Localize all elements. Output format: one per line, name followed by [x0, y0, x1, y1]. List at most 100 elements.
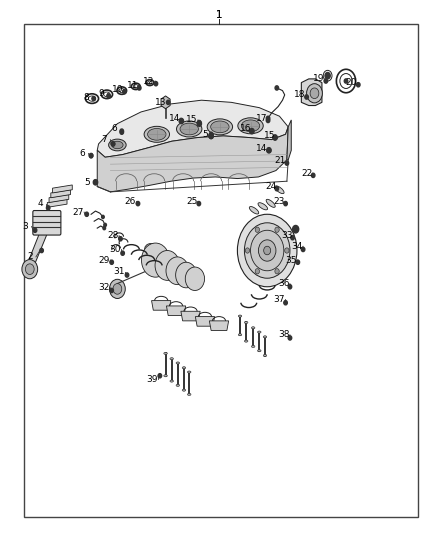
- Text: 29: 29: [99, 256, 110, 264]
- Circle shape: [166, 100, 170, 104]
- Circle shape: [110, 279, 125, 298]
- Circle shape: [25, 264, 34, 274]
- Text: 3: 3: [22, 222, 28, 231]
- Ellipse shape: [249, 207, 259, 214]
- Circle shape: [197, 121, 201, 126]
- Ellipse shape: [164, 375, 167, 377]
- Circle shape: [284, 201, 287, 206]
- Circle shape: [250, 128, 254, 134]
- Polygon shape: [195, 317, 215, 326]
- Ellipse shape: [182, 367, 186, 369]
- Polygon shape: [181, 311, 200, 321]
- Circle shape: [104, 223, 106, 227]
- Text: 5: 5: [85, 178, 91, 187]
- Circle shape: [324, 79, 328, 83]
- Ellipse shape: [112, 141, 123, 149]
- Polygon shape: [49, 195, 69, 203]
- Ellipse shape: [177, 121, 202, 137]
- Text: 33: 33: [281, 231, 293, 240]
- Ellipse shape: [238, 334, 242, 336]
- Circle shape: [120, 130, 124, 134]
- Circle shape: [305, 95, 308, 99]
- Ellipse shape: [164, 352, 167, 354]
- Ellipse shape: [266, 199, 275, 207]
- Circle shape: [285, 161, 289, 165]
- Text: 5: 5: [202, 130, 208, 139]
- Circle shape: [22, 260, 38, 279]
- Text: 7: 7: [101, 135, 107, 144]
- Text: 23: 23: [274, 197, 285, 206]
- Circle shape: [85, 212, 88, 216]
- Circle shape: [198, 120, 201, 125]
- Ellipse shape: [244, 340, 248, 342]
- Ellipse shape: [109, 139, 126, 151]
- Circle shape: [125, 273, 129, 277]
- Circle shape: [179, 118, 184, 124]
- Ellipse shape: [207, 119, 233, 135]
- Ellipse shape: [251, 327, 255, 329]
- Circle shape: [89, 154, 93, 158]
- Text: 37: 37: [274, 295, 285, 304]
- Polygon shape: [53, 185, 72, 193]
- Text: 31: 31: [113, 268, 125, 276]
- Text: 30: 30: [109, 245, 120, 254]
- Polygon shape: [166, 306, 186, 316]
- Text: 8: 8: [84, 93, 90, 101]
- Circle shape: [284, 301, 287, 305]
- Circle shape: [310, 88, 319, 99]
- Circle shape: [264, 246, 271, 255]
- Circle shape: [267, 148, 271, 153]
- Circle shape: [209, 133, 213, 139]
- Text: 18: 18: [294, 91, 306, 99]
- Text: 24: 24: [265, 182, 276, 191]
- Circle shape: [209, 132, 213, 136]
- Text: 4: 4: [38, 199, 43, 208]
- Circle shape: [123, 90, 126, 94]
- Circle shape: [102, 215, 104, 219]
- Circle shape: [344, 79, 348, 83]
- Ellipse shape: [187, 371, 191, 373]
- Text: 13: 13: [155, 98, 167, 107]
- Circle shape: [288, 336, 292, 340]
- Ellipse shape: [170, 380, 173, 382]
- Ellipse shape: [263, 336, 267, 338]
- Text: 28: 28: [107, 231, 119, 240]
- Circle shape: [155, 251, 180, 280]
- Circle shape: [255, 227, 259, 232]
- Circle shape: [311, 173, 315, 177]
- Polygon shape: [26, 233, 47, 266]
- Circle shape: [113, 284, 122, 294]
- Text: 10: 10: [112, 85, 123, 94]
- Ellipse shape: [182, 265, 196, 276]
- Ellipse shape: [244, 321, 248, 324]
- Text: 22: 22: [301, 169, 312, 177]
- Polygon shape: [97, 127, 288, 192]
- Circle shape: [275, 269, 279, 274]
- Circle shape: [275, 227, 279, 232]
- Text: 32: 32: [99, 284, 110, 292]
- Ellipse shape: [275, 186, 284, 193]
- Circle shape: [107, 94, 110, 98]
- Circle shape: [325, 72, 330, 79]
- Circle shape: [197, 201, 201, 206]
- Polygon shape: [209, 321, 229, 330]
- Text: 1: 1: [216, 10, 222, 20]
- Text: 14: 14: [169, 114, 180, 123]
- Circle shape: [255, 269, 259, 274]
- Circle shape: [267, 148, 271, 152]
- Circle shape: [258, 240, 276, 261]
- Ellipse shape: [251, 345, 255, 348]
- Circle shape: [138, 86, 141, 90]
- Polygon shape: [47, 199, 67, 207]
- Text: 2: 2: [27, 253, 32, 261]
- FancyBboxPatch shape: [33, 211, 61, 235]
- Circle shape: [251, 230, 284, 271]
- Circle shape: [185, 267, 205, 290]
- Ellipse shape: [180, 123, 198, 135]
- Text: 14: 14: [256, 144, 268, 152]
- Ellipse shape: [176, 362, 180, 364]
- Circle shape: [285, 248, 289, 253]
- Text: 19: 19: [313, 75, 325, 83]
- Text: 9: 9: [99, 89, 105, 98]
- Ellipse shape: [258, 331, 261, 333]
